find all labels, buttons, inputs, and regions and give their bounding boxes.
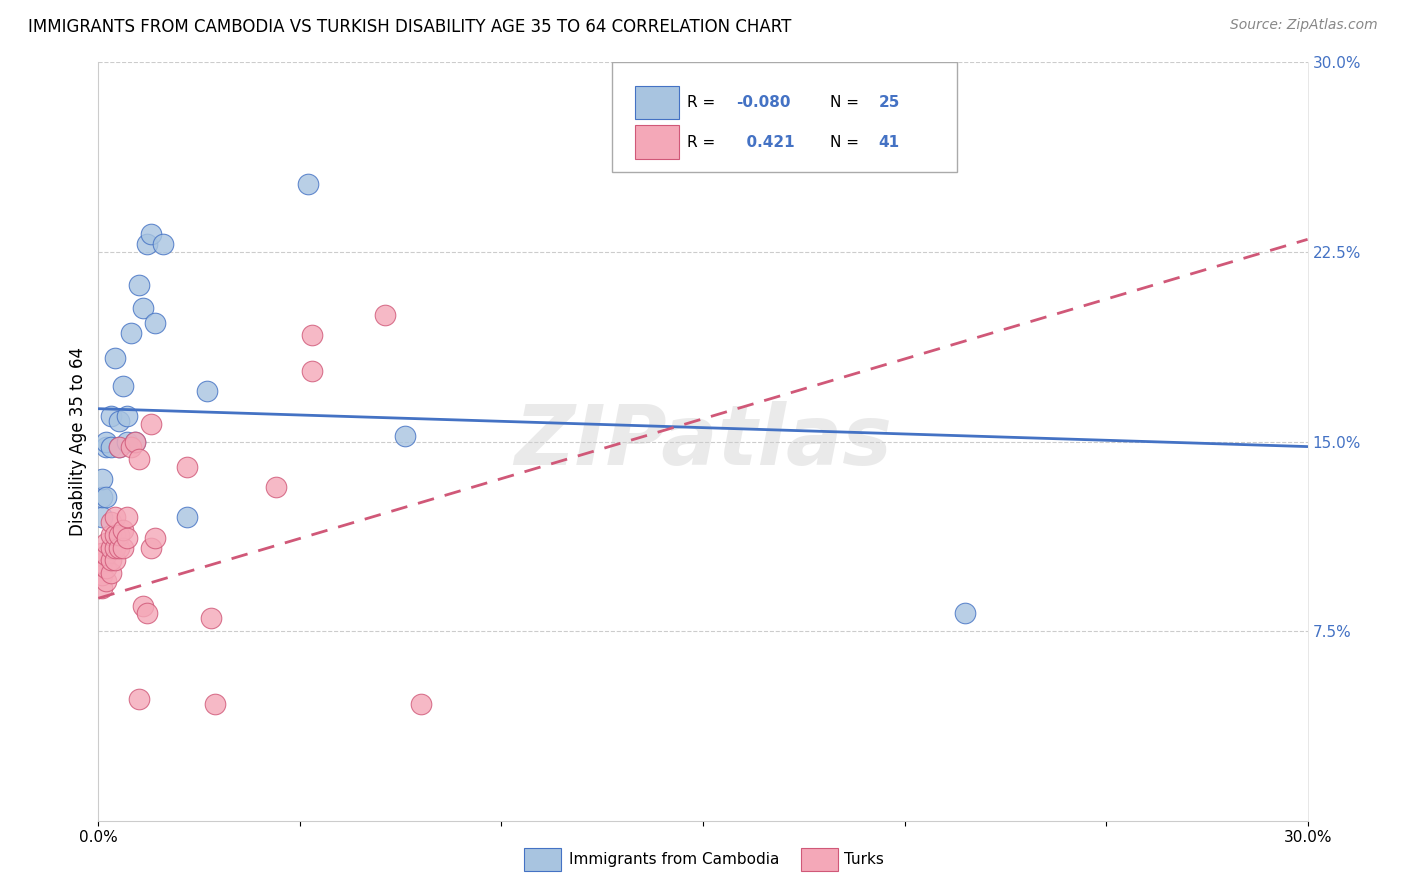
Point [96,535,118,549]
Point [176,459,198,474]
Point [103,510,125,524]
Point [135,237,157,252]
Point [128,692,150,706]
Point [91,490,114,504]
Point [107,440,129,454]
Point [176,510,198,524]
Point [107,528,129,542]
Point [124,434,146,449]
Point [115,531,138,545]
Point [103,528,125,542]
FancyBboxPatch shape [636,126,679,159]
Point [139,541,162,555]
FancyBboxPatch shape [613,62,957,172]
Text: ZIPatlas: ZIPatlas [515,401,891,482]
Point [204,698,226,712]
Point [100,409,122,424]
Point [91,510,114,524]
Point [195,384,218,398]
Point [100,528,122,542]
Point [301,328,323,343]
Point [107,541,129,555]
Point [100,516,122,530]
Point [128,277,150,292]
Point [96,561,118,575]
Point [107,440,129,454]
Text: R =: R = [688,135,720,150]
Point [135,607,157,621]
Text: 41: 41 [879,135,900,150]
Text: Immigrants from Cambodia: Immigrants from Cambodia [569,853,780,867]
Point [103,351,125,366]
Point [96,440,118,454]
Point [953,607,976,621]
Point [128,452,150,467]
Point [115,409,138,424]
Point [100,440,122,454]
Point [91,546,114,560]
Point [96,490,118,504]
Point [96,574,118,588]
Point [91,568,114,582]
Point [103,553,125,567]
Text: R =: R = [688,95,720,110]
Point [100,541,122,555]
Point [143,531,166,545]
Point [394,429,416,443]
Text: IMMIGRANTS FROM CAMBODIA VS TURKISH DISABILITY AGE 35 TO 64 CORRELATION CHART: IMMIGRANTS FROM CAMBODIA VS TURKISH DISA… [28,18,792,36]
Point [152,237,174,252]
Point [132,301,155,315]
Text: Turks: Turks [844,853,883,867]
Point [96,548,118,563]
Point [100,566,122,580]
Point [409,698,432,712]
Point [100,553,122,567]
Point [200,611,222,625]
Point [374,308,396,322]
Point [107,414,129,428]
Point [120,326,142,340]
Text: N =: N = [830,135,863,150]
Point [115,434,138,449]
FancyBboxPatch shape [636,86,679,120]
Point [96,434,118,449]
Point [139,417,162,431]
Text: Source: ZipAtlas.com: Source: ZipAtlas.com [1230,18,1378,32]
Text: -0.080: -0.080 [735,95,790,110]
Point [120,440,142,454]
Point [264,480,287,494]
Y-axis label: Disability Age 35 to 64: Disability Age 35 to 64 [69,347,87,536]
Point [143,316,166,330]
Point [111,523,134,537]
Point [91,556,114,570]
Point [111,379,134,393]
Text: 25: 25 [879,95,900,110]
Point [115,510,138,524]
Point [301,364,323,378]
Point [124,434,146,449]
Text: 0.421: 0.421 [735,135,794,150]
Point [91,581,114,595]
Point [103,541,125,555]
Point [111,541,134,555]
Point [91,473,114,487]
Point [139,227,162,242]
Text: N =: N = [830,95,863,110]
Point [297,177,319,191]
Point [132,599,155,613]
